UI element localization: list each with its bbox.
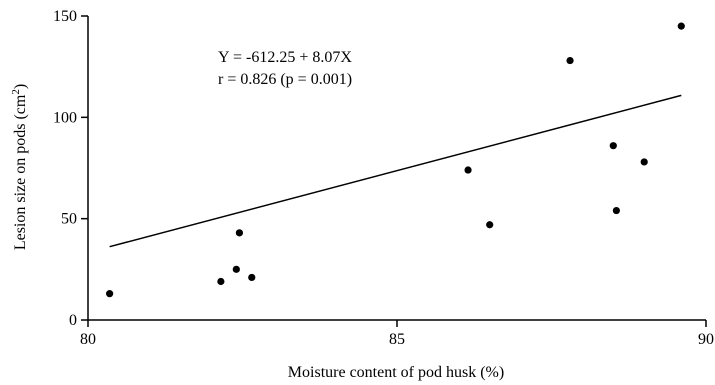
data-point — [566, 56, 574, 65]
y-axis-title-end: ) — [12, 84, 29, 89]
data-point — [464, 166, 472, 174]
y-tick-label: 100 — [53, 109, 77, 126]
y-axis-title: Lesion size on pods (cm2) — [10, 84, 29, 250]
axis-ticks: 0 50 100 150 80 85 90 — [53, 8, 714, 348]
data-point — [486, 221, 494, 229]
y-axis-title-main: Lesion size on pods (cm — [12, 94, 29, 250]
y-tick-label: 0 — [69, 312, 77, 329]
y-tick-label: 150 — [53, 8, 77, 25]
annotation-equation: Y = -612.25 + 8.07X — [218, 49, 352, 66]
data-point — [640, 158, 648, 166]
chart-axes — [87, 16, 706, 321]
x-axis-title: Moisture content of pod husk (%) — [288, 364, 504, 381]
data-point — [232, 265, 240, 273]
data-point — [235, 229, 244, 237]
y-axis-title-superscript: 2 — [10, 89, 22, 95]
trendline — [109, 94, 682, 248]
data-point — [612, 206, 620, 215]
y-tick-label: 50 — [61, 211, 77, 228]
x-tick-label: 90 — [698, 331, 714, 348]
data-point — [217, 277, 225, 286]
x-tick-label: 80 — [80, 331, 96, 348]
trendline-group — [109, 94, 682, 248]
data-point — [609, 142, 617, 150]
data-point — [248, 273, 256, 282]
x-tick-label: 85 — [389, 331, 405, 348]
data-point — [106, 290, 114, 298]
data-points — [106, 22, 685, 298]
data-point — [677, 22, 685, 30]
annotation-correlation: r = 0.826 (p = 0.001) — [218, 71, 352, 88]
